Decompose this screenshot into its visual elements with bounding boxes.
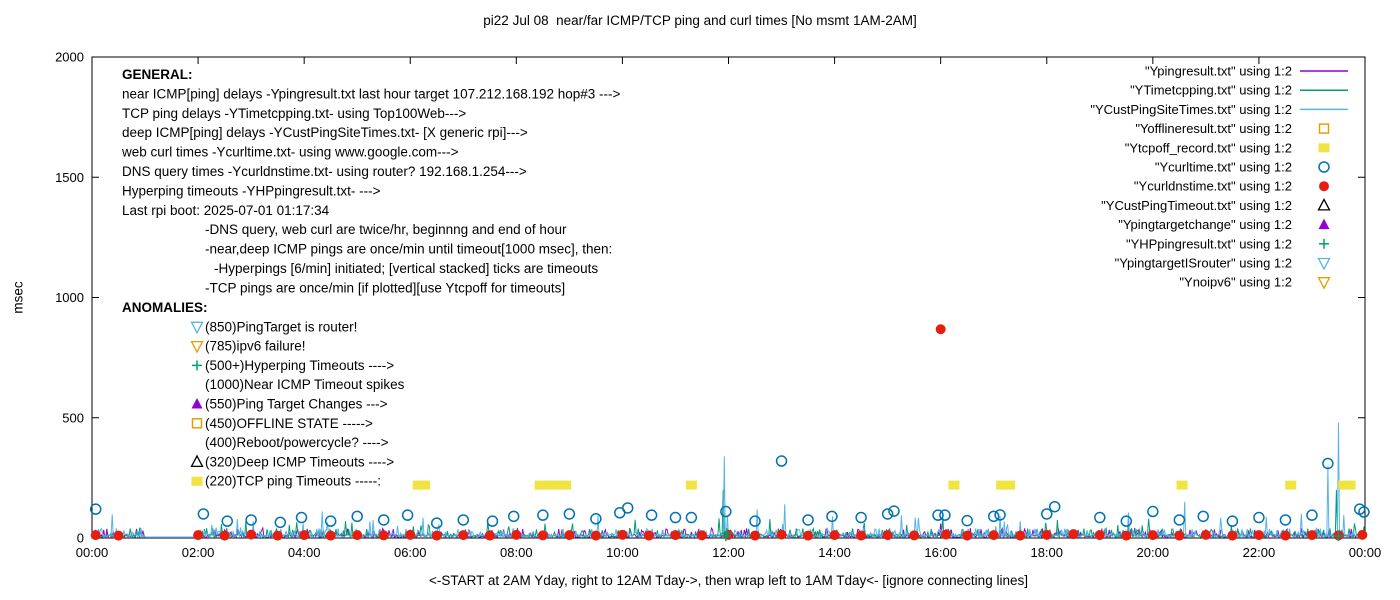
svg-text:08:00: 08:00 <box>500 545 533 560</box>
legend: "Ypingresult.txt" using 1:2 "YTimetcpping… <box>1090 64 1348 290</box>
svg-text:GENERAL:: GENERAL: <box>122 67 193 82</box>
svg-text:"YpingtargetISrouter" using 1:: "YpingtargetISrouter" using 1:2 <box>1115 256 1292 271</box>
svg-text:1000: 1000 <box>55 290 84 305</box>
svg-text:(1000)Near ICMP Timeout spikes: (1000)Near ICMP Timeout spikes <box>205 377 405 392</box>
x-axis-label: <-START at 2AM Yday, right to 12AM Tday-… <box>429 573 1028 588</box>
svg-text:TCP ping delays -YTimetcpping.: TCP ping delays -YTimetcpping.txt- using… <box>122 106 466 121</box>
svg-text:"YCustPingSiteTimes.txt" using: "YCustPingSiteTimes.txt" using 1:2 <box>1090 102 1292 117</box>
svg-text:(785)ipv6 failure!: (785)ipv6 failure! <box>205 339 306 354</box>
y-axis-label: msec <box>10 281 26 314</box>
series-YHPpingresult <box>720 528 1344 542</box>
svg-text:-Hyperpings [6/min] initiated;: -Hyperpings [6/min] initiated; [vertical… <box>214 261 598 276</box>
svg-text:"YTimetcpping.txt" using 1:2: "YTimetcpping.txt" using 1:2 <box>1130 83 1292 98</box>
svg-text:0: 0 <box>77 531 84 546</box>
svg-text:(320)Deep ICMP Timeouts ---->: (320)Deep ICMP Timeouts ----> <box>205 454 394 469</box>
svg-text:Last rpi boot: 2025-07-01 01:1: Last rpi boot: 2025-07-01 01:17:34 <box>122 203 330 218</box>
svg-text:22:00: 22:00 <box>1243 545 1276 560</box>
svg-text:02:00: 02:00 <box>182 545 215 560</box>
svg-text:10:00: 10:00 <box>606 545 639 560</box>
svg-text:"Ypingtargetchange" using 1:2: "Ypingtargetchange" using 1:2 <box>1118 217 1292 232</box>
svg-text:500: 500 <box>62 410 84 425</box>
svg-text:"Ypingresult.txt" using 1:2: "Ypingresult.txt" using 1:2 <box>1145 64 1292 79</box>
svg-text:00:00: 00:00 <box>76 545 109 560</box>
svg-text:web curl times -Ycurltime.txt-: web curl times -Ycurltime.txt- using www… <box>121 145 459 160</box>
svg-text:deep ICMP[ping] delays -YCustP: deep ICMP[ping] delays -YCustPingSiteTim… <box>122 125 528 140</box>
svg-text:"Ynoipv6" using 1:2: "Ynoipv6" using 1:2 <box>1179 275 1292 290</box>
svg-text:12:00: 12:00 <box>712 545 745 560</box>
annotations: GENERAL: near ICMP[ping] delays -Ypingres… <box>121 67 621 489</box>
svg-text:(550)Ping Target Changes --->: (550)Ping Target Changes ---> <box>205 397 388 412</box>
svg-text:04:00: 04:00 <box>288 545 321 560</box>
svg-text:(450)OFFLINE STATE ----->: (450)OFFLINE STATE -----> <box>205 416 373 431</box>
svg-text:-DNS query, web curl are twice: -DNS query, web curl are twice/hr, begin… <box>205 222 567 237</box>
svg-text:-TCP pings are once/min [if pl: -TCP pings are once/min [if plotted][use… <box>205 280 565 295</box>
svg-text:(500+)Hyperping Timeouts ---->: (500+)Hyperping Timeouts ----> <box>205 358 394 373</box>
svg-text:(400)Reboot/powercycle? ---->: (400)Reboot/powercycle? ----> <box>205 435 389 450</box>
svg-text:20:00: 20:00 <box>1137 545 1170 560</box>
series-Ycurltime <box>89 455 1370 529</box>
svg-text:06:00: 06:00 <box>394 545 427 560</box>
svg-text:"Yofflineresult.txt" using 1:2: "Yofflineresult.txt" using 1:2 <box>1135 121 1292 136</box>
svg-text:2000: 2000 <box>55 50 84 65</box>
svg-text:16:00: 16:00 <box>924 545 957 560</box>
svg-text:"YCustPingTimeout.txt" using 1: "YCustPingTimeout.txt" using 1:2 <box>1101 198 1292 213</box>
svg-text:00:00: 00:00 <box>1349 545 1382 560</box>
svg-text:"Ycurldnstime.txt" using 1:2: "Ycurldnstime.txt" using 1:2 <box>1134 179 1292 194</box>
svg-text:ANOMALIES:: ANOMALIES: <box>122 300 208 315</box>
chart-title: pi22 Jul 08 near/far ICMP/TCP ping and c… <box>483 13 917 28</box>
svg-text:(220)TCP ping Timeouts -----:: (220)TCP ping Timeouts -----: <box>205 474 381 489</box>
svg-text:-near,deep ICMP pings are once: -near,deep ICMP pings are once/min until… <box>205 242 612 257</box>
svg-text:"Ycurltime.txt" using 1:2: "Ycurltime.txt" using 1:2 <box>1155 160 1292 175</box>
svg-text:DNS query times -Ycurldnstime.: DNS query times -Ycurldnstime.txt- using… <box>122 164 527 179</box>
svg-text:18:00: 18:00 <box>1030 545 1063 560</box>
svg-text:"Ytcpoff_record.txt" using 1:2: "Ytcpoff_record.txt" using 1:2 <box>1125 140 1292 155</box>
svg-text:14:00: 14:00 <box>818 545 851 560</box>
svg-text:(850)PingTarget is router!: (850)PingTarget is router! <box>205 319 357 334</box>
svg-text:near ICMP[ping] delays -Ypingr: near ICMP[ping] delays -Ypingresult.txt … <box>122 86 621 101</box>
svg-text:Hyperping timeouts -YHPpingres: Hyperping timeouts -YHPpingresult.txt- -… <box>122 183 381 198</box>
series-Ytcpoff_record <box>412 480 1356 490</box>
svg-text:1500: 1500 <box>55 170 84 185</box>
series-Ycurldnstime <box>90 324 1368 541</box>
svg-text:"YHPpingresult.txt" using 1:2: "YHPpingresult.txt" using 1:2 <box>1126 236 1292 251</box>
